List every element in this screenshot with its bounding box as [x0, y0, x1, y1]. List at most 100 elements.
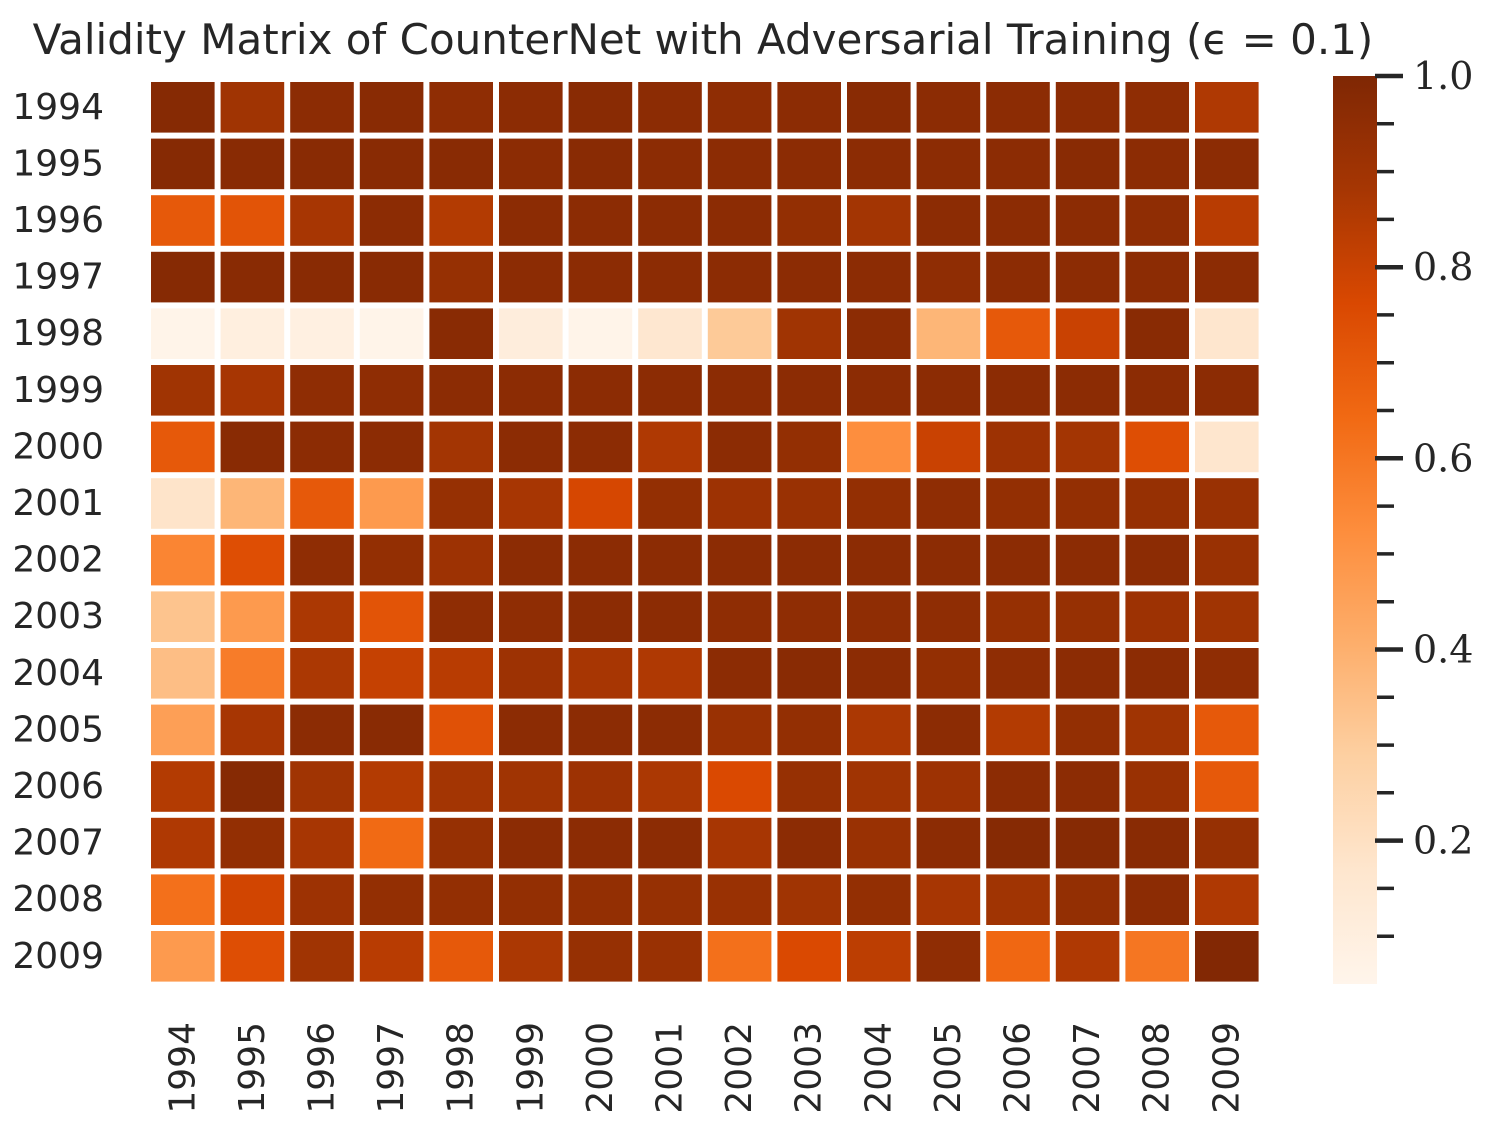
heatmap-cell — [707, 931, 772, 982]
heatmap-cell — [847, 761, 911, 812]
x-tick-label: 2006 — [998, 1022, 1039, 1114]
heatmap-cell — [151, 421, 215, 473]
heatmap-cell — [1125, 874, 1189, 925]
heatmap-cell — [916, 478, 981, 529]
heatmap-cell — [1125, 534, 1189, 586]
heatmap-cell — [151, 478, 215, 529]
y-tick-label: 1994 — [12, 87, 104, 128]
heatmap-cell — [290, 931, 354, 982]
heatmap-cell — [290, 591, 354, 642]
heatmap-cell — [429, 591, 493, 642]
heatmap-cell — [359, 365, 424, 416]
colorbar-tick-label: 1.0 — [1413, 54, 1473, 98]
heatmap-cell — [777, 195, 841, 246]
heatmap-cell — [986, 195, 1050, 246]
heatmap-cell — [638, 365, 702, 416]
heatmap-cell — [1195, 761, 1259, 812]
heatmap-cell — [777, 591, 841, 642]
heatmap-cell — [499, 817, 563, 869]
heatmap-cell — [847, 931, 911, 982]
heatmap-cell — [220, 421, 285, 473]
y-tick-label: 1996 — [12, 200, 104, 241]
heatmap-cell — [916, 138, 981, 190]
x-tick-label: 1998 — [441, 1022, 482, 1114]
heatmap-cell — [290, 308, 354, 359]
heatmap-cell — [847, 365, 911, 416]
heatmap-cell — [220, 365, 285, 416]
heatmap-cell — [638, 874, 702, 925]
heatmap-cell — [777, 817, 841, 869]
y-tick-label: 2006 — [12, 766, 104, 807]
heatmap-cell — [847, 534, 911, 586]
heatmap-cell — [499, 421, 563, 473]
heatmap-cell — [1055, 931, 1120, 982]
x-tick-label: 2007 — [1067, 1022, 1108, 1114]
heatmap-cell — [916, 761, 981, 812]
x-tick-label: 1995 — [232, 1022, 273, 1114]
heatmap-cell — [1195, 704, 1259, 756]
heatmap-cell — [1055, 817, 1120, 869]
heatmap-cell — [638, 308, 702, 359]
heatmap-cell — [359, 251, 424, 303]
heatmap-cell — [707, 195, 772, 246]
heatmap-cell — [1125, 251, 1189, 303]
heatmap-cell — [986, 874, 1050, 925]
x-tick-label: 2008 — [1137, 1022, 1178, 1114]
heatmap-cell — [777, 421, 841, 473]
heatmap-cell — [568, 82, 633, 133]
heatmap-cell — [499, 308, 563, 359]
heatmap-cell — [847, 874, 911, 925]
heatmap-cell — [986, 817, 1050, 869]
heatmap-cell — [499, 761, 563, 812]
x-tick-label: 2009 — [1206, 1022, 1247, 1114]
heatmap-cell — [568, 817, 633, 869]
y-tick-label: 2004 — [12, 653, 104, 694]
heatmap-cell — [220, 308, 285, 359]
heatmap-cell — [359, 534, 424, 586]
heatmap-cell — [359, 761, 424, 812]
heatmap-cell — [916, 251, 981, 303]
heatmap-cell — [499, 874, 563, 925]
y-tick-label: 2001 — [12, 483, 104, 524]
colorbar-ticks: 0.2 0.4 0.6 0.8 1.0 — [1375, 54, 1473, 938]
x-tick-label: 2001 — [650, 1022, 691, 1114]
heatmap-cell — [847, 817, 911, 869]
heatmap-cell — [568, 534, 633, 586]
heatmap-cell — [1055, 195, 1120, 246]
heatmap-cell — [359, 591, 424, 642]
heatmap-cell — [707, 308, 772, 359]
heatmap-cell — [1195, 195, 1259, 246]
heatmap-cell — [290, 761, 354, 812]
heatmap-cell — [151, 195, 215, 246]
heatmap-cell — [638, 195, 702, 246]
heatmap-cell — [499, 365, 563, 416]
heatmap-cell — [1125, 308, 1189, 359]
y-tick-label: 2008 — [12, 879, 104, 920]
heatmap-cell — [707, 761, 772, 812]
heatmap-cell — [638, 761, 702, 812]
heatmap-cell — [986, 648, 1050, 699]
heatmap-cell — [499, 704, 563, 756]
heatmap-cell — [777, 931, 841, 982]
heatmap-cell — [290, 478, 354, 529]
heatmap-cell — [847, 251, 911, 303]
heatmap-cell — [359, 138, 424, 190]
heatmap-cell — [916, 365, 981, 416]
heatmap-cell — [1125, 648, 1189, 699]
heatmap-cell — [916, 195, 981, 246]
heatmap-cell — [638, 704, 702, 756]
colorbar-tick-label: 0.4 — [1413, 628, 1473, 672]
heatmap-cell — [847, 82, 911, 133]
heatmap-cell — [1055, 251, 1120, 303]
y-tick-label: 2002 — [12, 540, 104, 581]
heatmap-cell — [290, 874, 354, 925]
heatmap-cell — [429, 761, 493, 812]
heatmap-cell — [151, 534, 215, 586]
heatmap-cell — [359, 648, 424, 699]
heatmap-cell — [986, 761, 1050, 812]
y-tick-label: 2003 — [12, 596, 104, 637]
chart-title: Validity Matrix of CounterNet with Adver… — [33, 15, 1374, 64]
heatmap-cell — [290, 534, 354, 586]
heatmap-cell — [1125, 138, 1189, 190]
